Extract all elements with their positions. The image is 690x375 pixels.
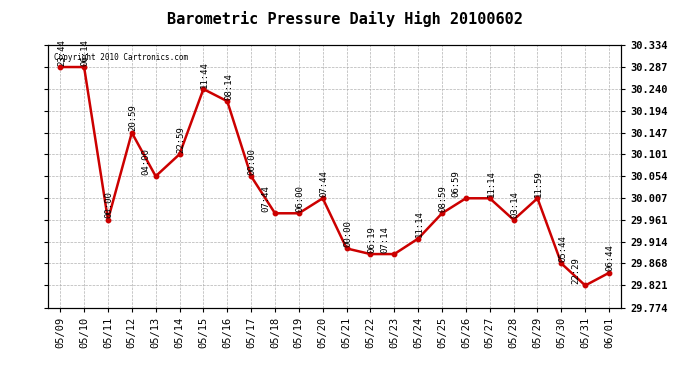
- Text: 06:59: 06:59: [452, 170, 461, 197]
- Text: 00:00: 00:00: [248, 148, 257, 175]
- Text: 05:44: 05:44: [558, 235, 567, 262]
- Text: Barometric Pressure Daily High 20100602: Barometric Pressure Daily High 20100602: [167, 11, 523, 27]
- Text: 07:14: 07:14: [380, 226, 389, 253]
- Text: 22:29: 22:29: [571, 257, 580, 284]
- Text: 20:59: 20:59: [128, 104, 137, 131]
- Text: 07:44: 07:44: [319, 170, 328, 197]
- Text: 11:14: 11:14: [486, 170, 495, 197]
- Text: 06:44: 06:44: [606, 244, 615, 272]
- Text: 04:00: 04:00: [141, 148, 150, 175]
- Text: 11:59: 11:59: [534, 170, 543, 197]
- Text: Copyright 2010 Cartronics.com: Copyright 2010 Cartronics.com: [54, 53, 188, 62]
- Text: 08:59: 08:59: [439, 185, 448, 212]
- Text: 06:00: 06:00: [295, 185, 304, 212]
- Text: 00:00: 00:00: [343, 220, 353, 247]
- Text: 00:00: 00:00: [105, 192, 114, 218]
- Text: 08:14: 08:14: [224, 73, 233, 100]
- Text: 11:44: 11:44: [200, 61, 209, 88]
- Text: 06:19: 06:19: [367, 226, 376, 253]
- Text: 11:14: 11:14: [415, 210, 424, 237]
- Text: 03:14: 03:14: [511, 192, 520, 218]
- Text: 23:44: 23:44: [57, 39, 66, 66]
- Text: 06:14: 06:14: [81, 39, 90, 66]
- Text: 07:44: 07:44: [261, 185, 270, 212]
- Text: 22:59: 22:59: [176, 126, 185, 153]
